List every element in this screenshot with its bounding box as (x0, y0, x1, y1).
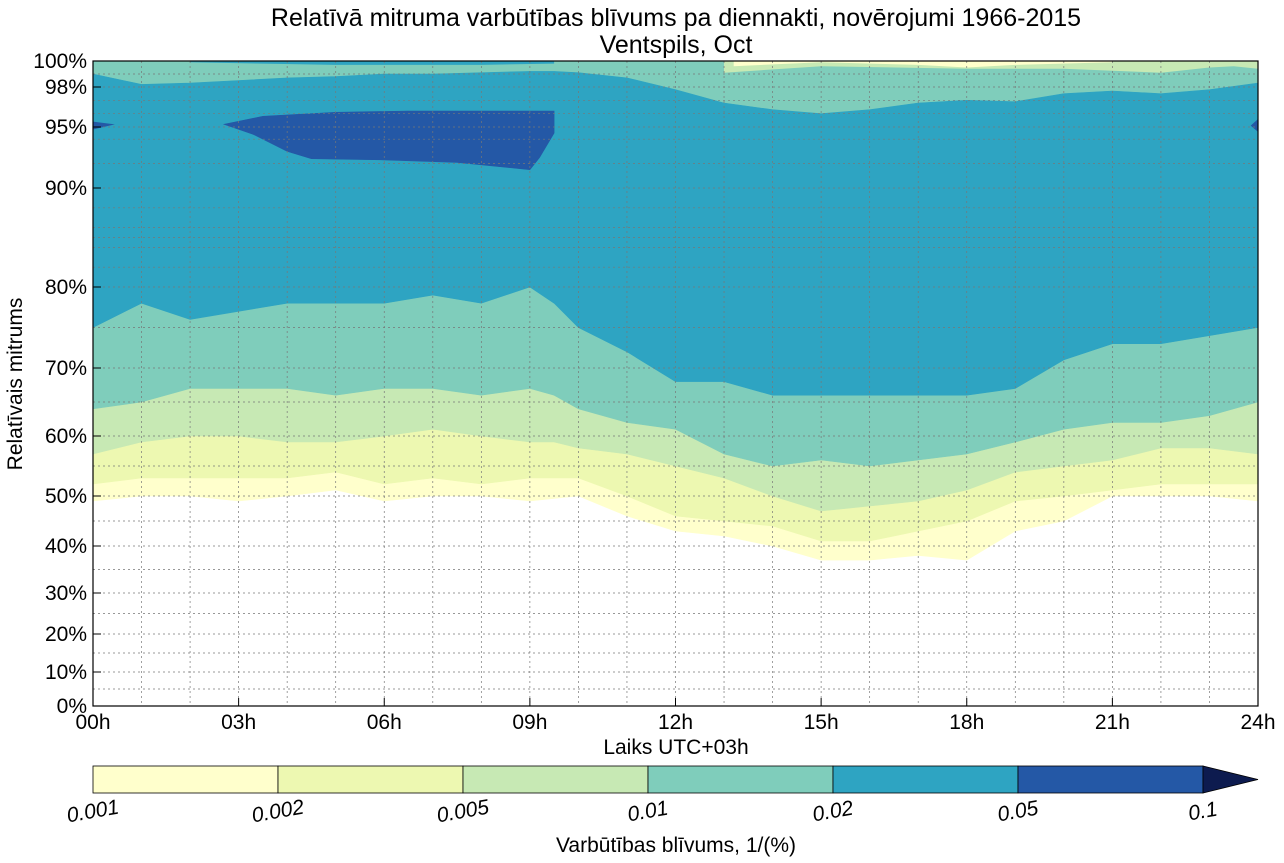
x-tick-label: 12h (658, 711, 693, 734)
chart-title: Relatīvā mitruma varbūtības blīvums pa d… (271, 4, 1081, 32)
colorbar-tick-label: 0.005 (435, 796, 491, 828)
grid-lines (93, 61, 1258, 706)
x-tick-label: 06h (367, 711, 402, 734)
band-top-0.005 (724, 61, 1258, 73)
colorbar-tick-label: 0.01 (626, 797, 670, 827)
x-axis-ticks: 00h 03h 06h 09h 12h 15h 18h 21h 24h (75, 698, 1276, 734)
colorbar-tick-label: 0.02 (811, 797, 856, 827)
y-tick-label: 30% (45, 582, 87, 605)
x-tick-label: 18h (949, 711, 984, 734)
band-top-0.02 (190, 61, 555, 65)
colorbar-segment (277, 765, 464, 794)
colorbar-tick-label: 0.05 (996, 797, 1041, 827)
colorbar-segment (1017, 765, 1204, 794)
x-tick-label: 03h (221, 711, 256, 734)
y-tick-label: 98% (45, 76, 87, 99)
colorbar: 0.001 0.002 0.005 0.01 0.02 0.05 0.1 (65, 765, 1259, 828)
colorbar-segment (832, 765, 1019, 794)
x-tick-label: 09h (512, 711, 547, 734)
x-tick-label: 24h (1240, 711, 1275, 734)
contour-bands (93, 61, 1258, 561)
x-tick-label: 00h (75, 711, 110, 734)
colorbar-segment (647, 765, 834, 794)
band-0.05 (222, 110, 555, 171)
band-0.05-edge-right (1250, 119, 1258, 132)
colorbar-segment (92, 765, 279, 794)
x-axis-label: Laiks UTC+03h (603, 736, 748, 759)
colorbar-extend-arrow (1202, 765, 1259, 794)
y-tick-label: 20% (45, 623, 87, 646)
y-tick-label: 50% (45, 485, 87, 508)
y-axis-ticks: 0% 10% 20% 30% 40% 50% 60% 70% 80% 90% 95% 98% 100% (33, 50, 101, 718)
colorbar-tick-label: 0.1 (1187, 798, 1220, 826)
colorbar-tick-label: 0.001 (65, 796, 121, 828)
y-tick-label: 100% (33, 50, 87, 73)
colorbar-label: Varbūtības blīvums, 1/(%) (556, 834, 796, 857)
y-tick-label: 60% (45, 425, 87, 448)
x-tick-label: 21h (1095, 711, 1130, 734)
band-top-0.001 (733, 61, 1113, 68)
y-tick-label: 95% (45, 116, 87, 139)
y-tick-label: 10% (45, 661, 87, 684)
chart-subtitle: Ventspils, Oct (600, 31, 753, 59)
y-tick-label: 0% (57, 695, 87, 718)
colorbar-tick-label: 0.002 (250, 796, 306, 828)
y-tick-label: 80% (45, 276, 87, 299)
x-tick-label: 15h (804, 711, 839, 734)
colorbar-segment (462, 765, 649, 794)
y-axis-label: Relatīvais mitrums (4, 298, 27, 471)
y-tick-label: 90% (45, 177, 87, 200)
y-tick-label: 40% (45, 535, 87, 558)
y-tick-label: 70% (45, 357, 87, 380)
